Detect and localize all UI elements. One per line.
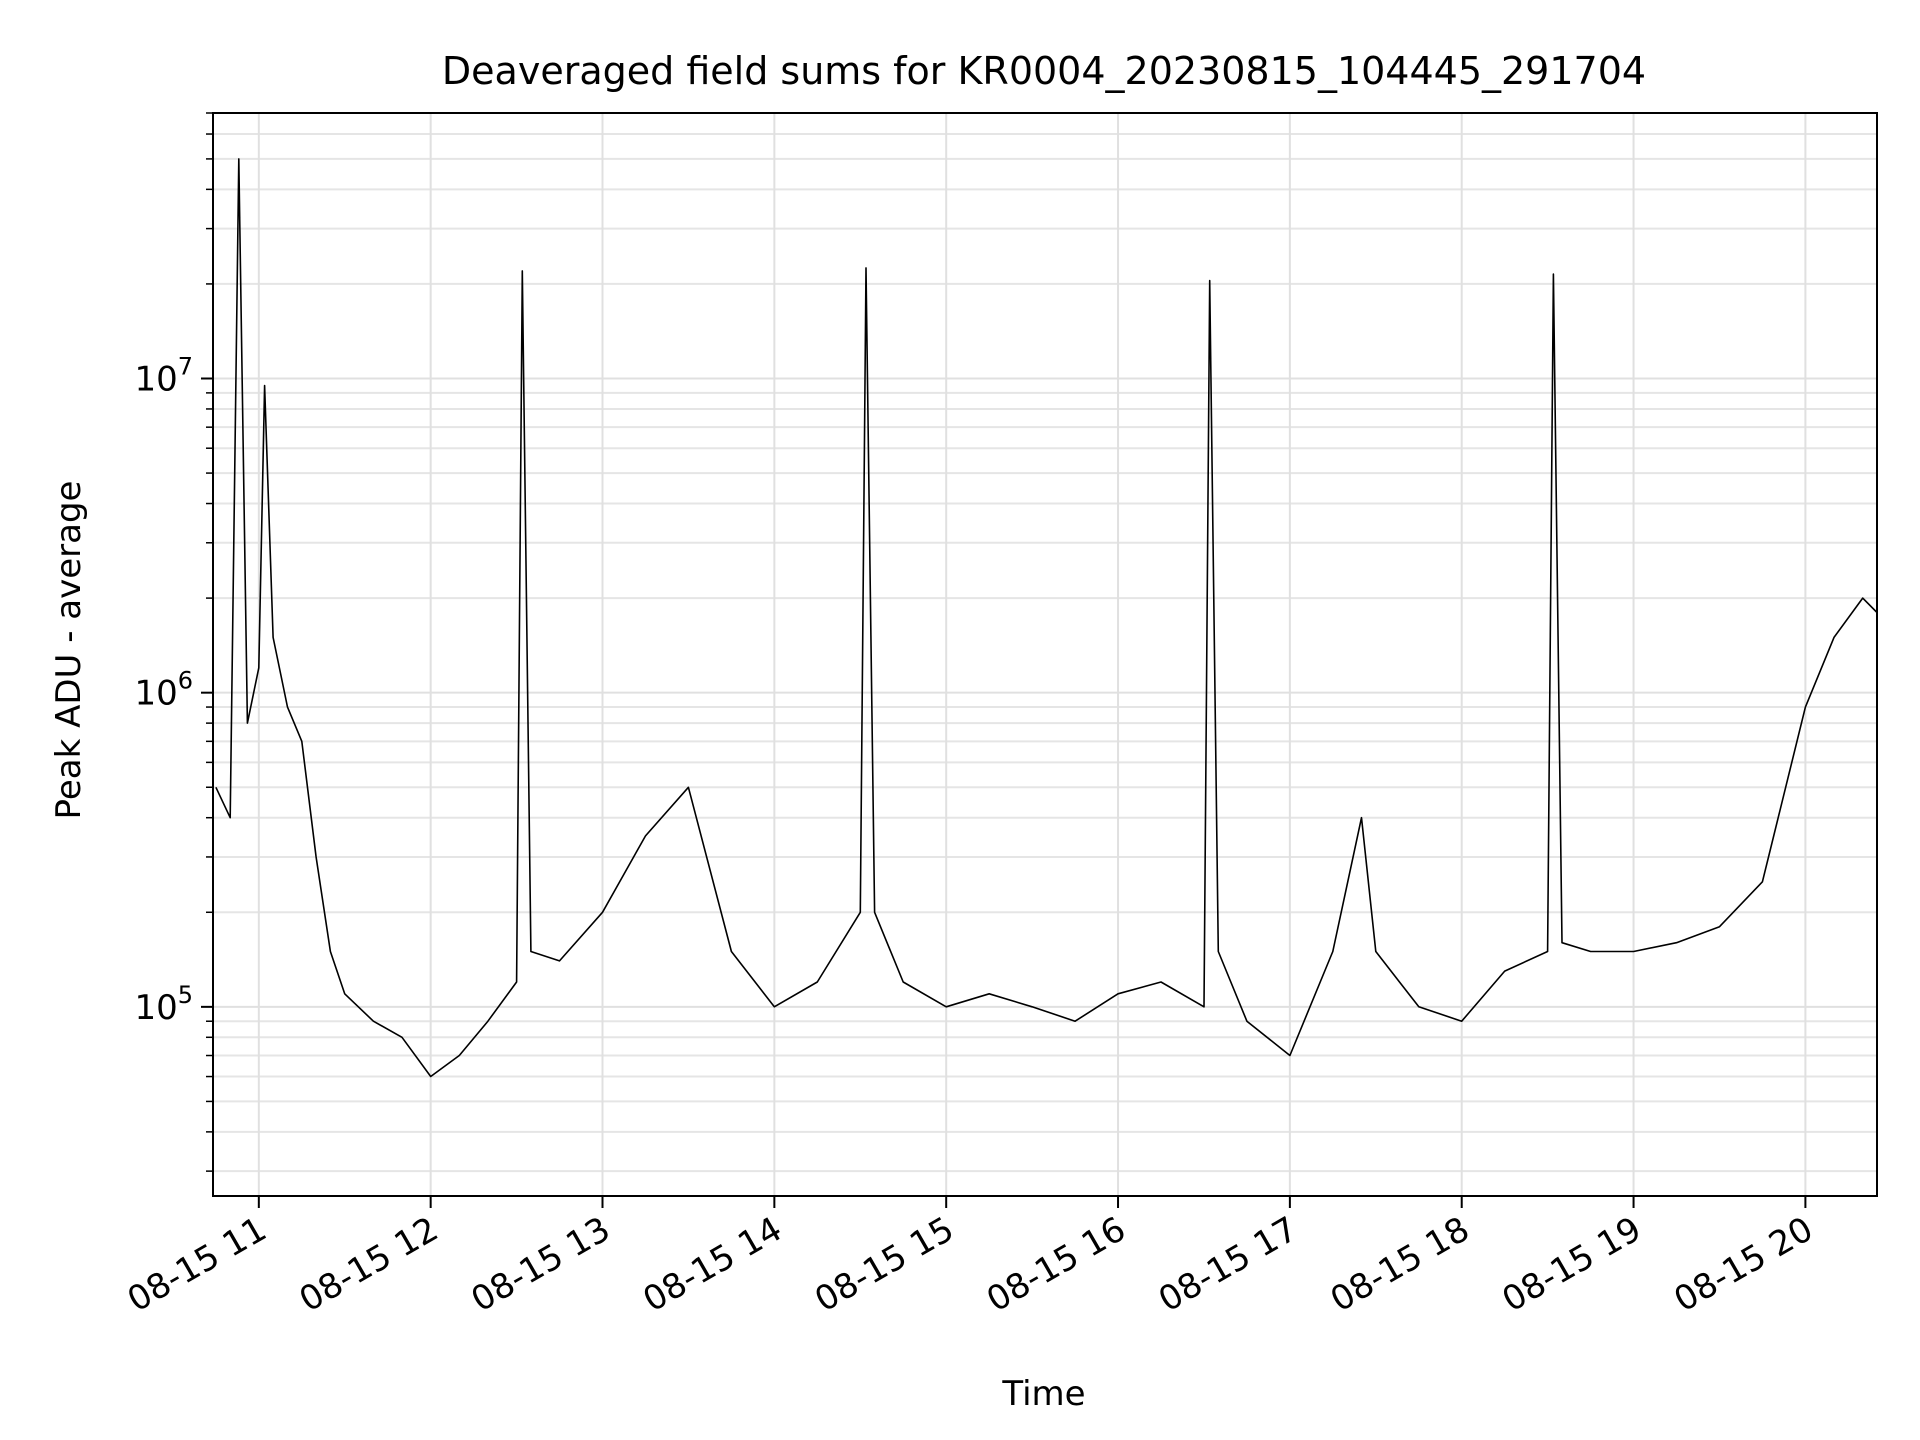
y-axis-label: Peak ADU - average (49, 481, 89, 820)
y-tick-label: 105 (134, 981, 193, 1028)
y-tick-label: 107 (134, 353, 193, 400)
series-line (215, 158, 1878, 1078)
plot-frame (212, 112, 1878, 1197)
chart-title: Deaveraged field sums for KR0004_2023081… (442, 49, 1646, 93)
y-tick-label: 106 (134, 667, 193, 714)
x-axis-label: Time (1001, 1374, 1085, 1414)
line-layer (215, 158, 1878, 1078)
grid-layer (213, 112, 1877, 1196)
y-axis-ticks: 105 106 107 (134, 112, 213, 1172)
